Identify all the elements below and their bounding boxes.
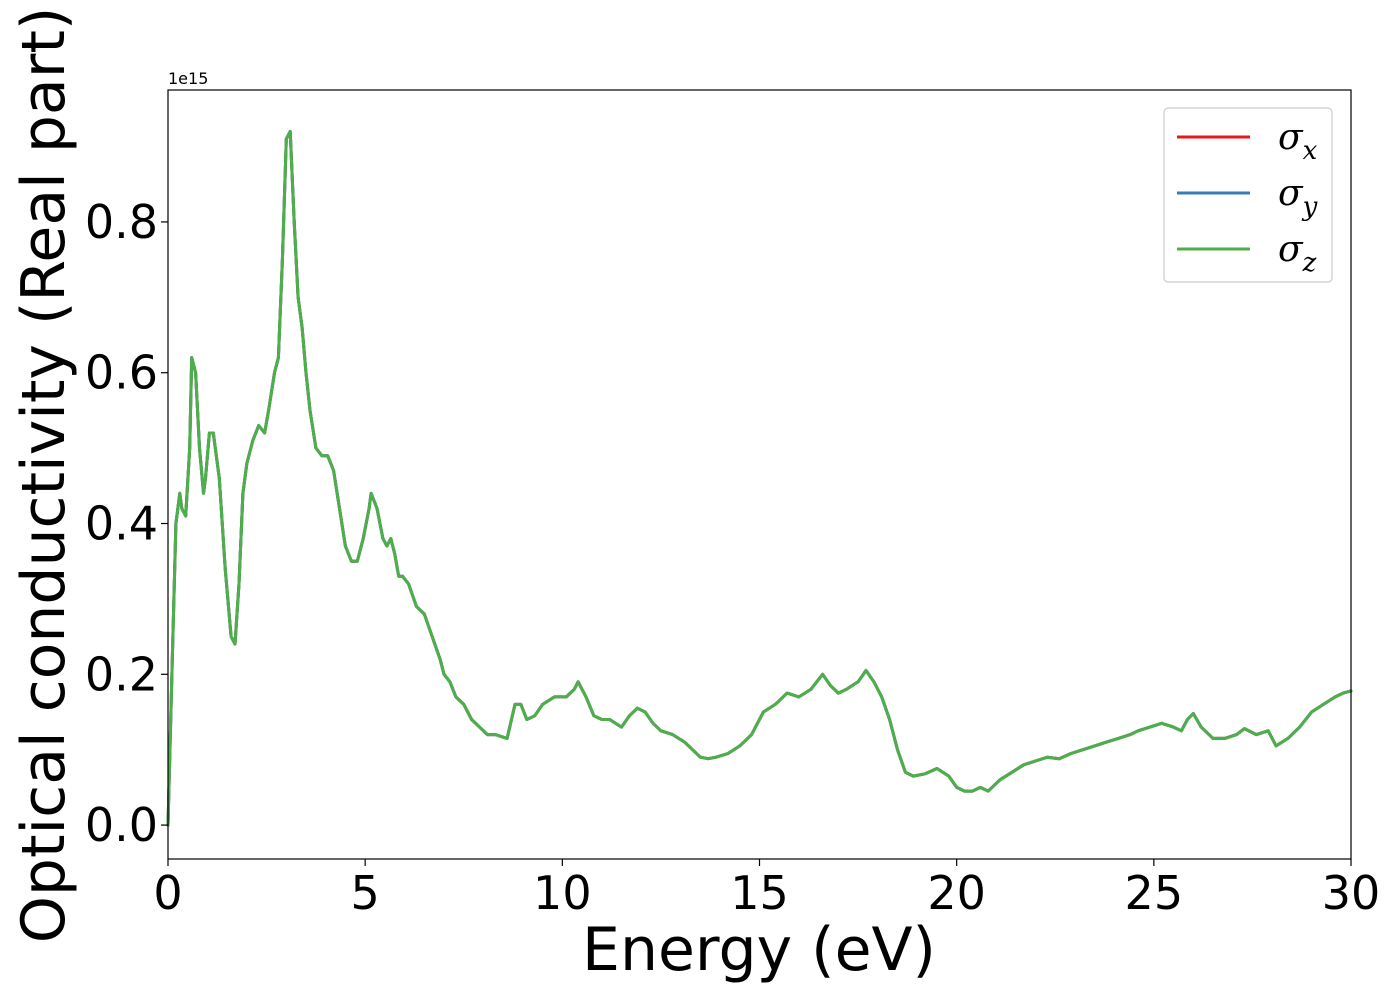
x-tick-label: 5 [351,866,380,920]
x-tick-label: 10 [533,866,592,920]
series-line-z [166,130,1353,827]
x-tick-label: 20 [927,866,986,920]
x-tick-label: 0 [153,866,182,920]
legend-items: σx σy σz [1177,117,1318,278]
plot-area [168,90,1351,859]
x-tick-label: 25 [1125,866,1184,920]
x-tick-label: 15 [730,866,789,920]
y-axis-ticks: 0.0 0.2 0.4 0.6 0.8 [85,195,168,852]
y-tick-label: 0.6 [85,346,158,400]
y-tick-label: 0.8 [85,195,158,249]
legend-box [1163,107,1333,283]
series-layer [166,130,1353,827]
legend-label-x: σx [1278,117,1318,166]
legend-label-y: σy [1278,173,1318,222]
x-axis-ticks: 0 5 10 15 20 25 30 [153,859,1380,920]
y-tick-label: 0.0 [85,798,158,852]
y-offset-label: 1e15 [168,69,208,88]
legend-label-z: σz [1278,229,1317,278]
y-tick-label: 0.4 [85,497,158,551]
legend: σx σy σz [1163,107,1333,283]
y-tick-label: 0.2 [85,647,158,701]
x-axis-label: Energy (eV) [582,915,936,985]
x-tick-label: 30 [1322,866,1381,920]
y-axis-label: Optical conductivity (Real part) [9,7,79,944]
